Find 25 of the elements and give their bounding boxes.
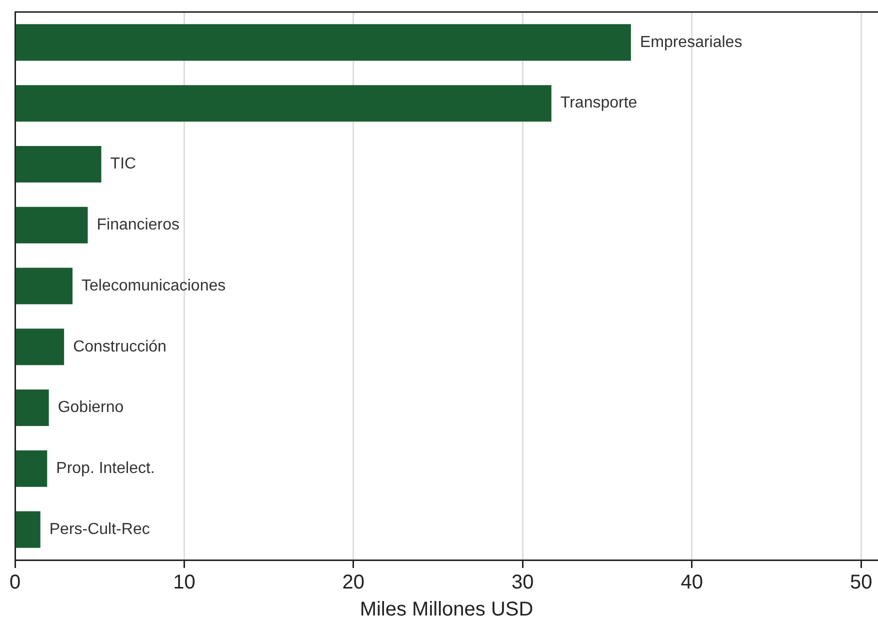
bar — [16, 24, 631, 61]
y-tick-label: Telecomunicaciones — [82, 277, 226, 294]
y-tick-label: Prop. Intelect. — [56, 460, 155, 478]
bar — [16, 511, 40, 548]
y-tick-label: Gobierno — [58, 399, 124, 416]
bar — [16, 85, 552, 122]
y-tick-label: Financieros — [96, 216, 180, 234]
bar — [16, 268, 73, 304]
x-tick-label: 40 — [680, 572, 703, 594]
x-tick-label: 0 — [9, 572, 21, 594]
bar — [16, 206, 88, 244]
x-axis-title: Miles Millones USD — [360, 598, 534, 621]
bar — [16, 146, 102, 182]
bar — [16, 328, 64, 366]
x-tick-label: 20 — [342, 572, 365, 594]
bar — [16, 450, 48, 487]
bar — [16, 390, 49, 426]
x-tick-label: 10 — [173, 572, 196, 594]
y-tick-label: Empresariales — [640, 34, 742, 51]
y-tick-label: TIC — [110, 156, 136, 173]
y-tick-label: Pers-Cult-Rec — [49, 520, 150, 538]
x-tick-label: 30 — [512, 572, 534, 594]
y-tick-label: Construcción — [73, 338, 166, 356]
y-tick-label: Transporte — [560, 94, 638, 112]
x-tick-label: 50 — [850, 572, 872, 594]
